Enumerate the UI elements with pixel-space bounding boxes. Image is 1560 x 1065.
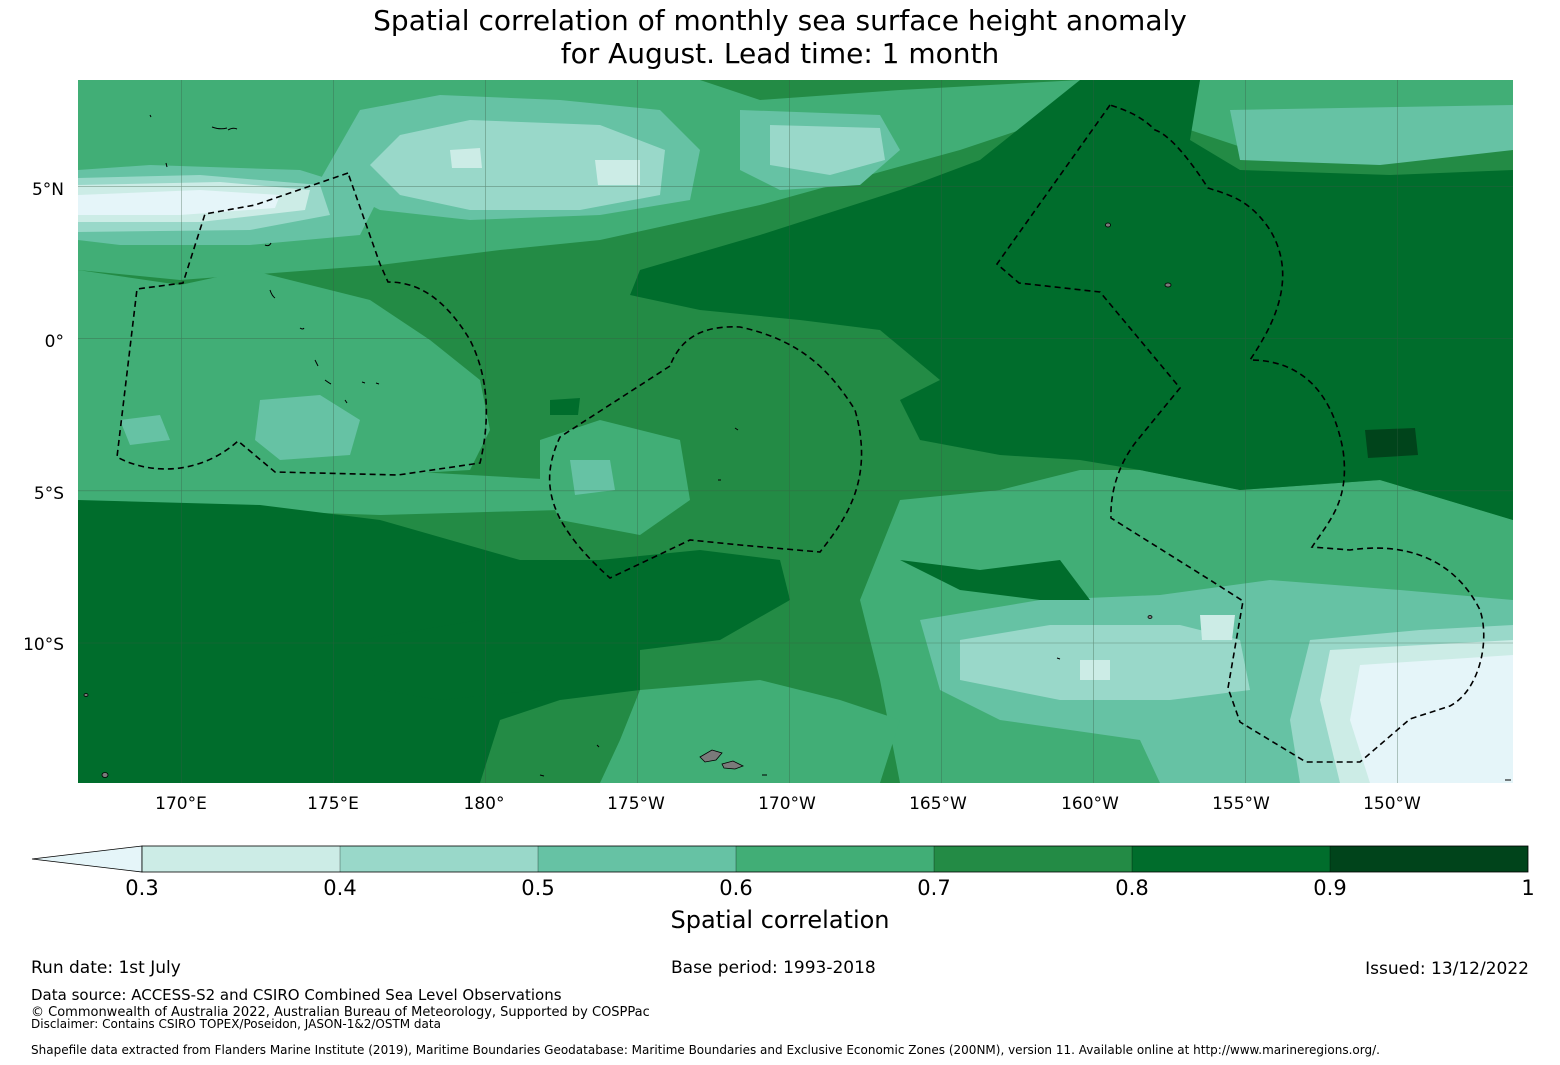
colorbar-segment	[736, 846, 934, 872]
eez-tokelau-samoa	[548, 326, 863, 579]
lat-label-5s: 5°S	[33, 484, 64, 504]
disclaimer: Disclaimer: Contains CSIRO TOPEX/Poseido…	[31, 1017, 441, 1031]
correlation-field	[78, 80, 1513, 783]
lon-label-160w: 160°W	[1061, 794, 1119, 814]
eez-kiribati-line	[995, 104, 1485, 763]
colorbar	[31, 845, 1529, 873]
colorbar-extend-min	[31, 845, 143, 873]
base-period: Base period: 1993-2018	[671, 958, 876, 978]
field-0.9-1.0	[1365, 428, 1418, 458]
samoa-island	[721, 760, 744, 770]
map-title-line-2: for August. Lead time: 1 month	[560, 37, 1000, 70]
lon-label-175e: 175°E	[307, 794, 359, 814]
colorbar-tick-0.6: 0.6	[719, 876, 753, 900]
atolls	[149, 114, 1511, 781]
samoa-island	[699, 749, 723, 763]
graticule	[78, 80, 1513, 783]
colorbar-segment	[538, 846, 736, 872]
field-0.8-0.9	[78, 80, 1513, 783]
lat-label-0: 0°	[44, 332, 64, 352]
colorbar-tick-0.8: 0.8	[1115, 876, 1149, 900]
island	[83, 693, 89, 697]
lon-label-165w: 165°W	[909, 794, 967, 814]
eez-kiribati-gilbert	[116, 171, 488, 476]
colorbar-segment	[934, 846, 1132, 872]
lon-label-155w: 155°W	[1212, 794, 1270, 814]
lon-label-175w: 175°W	[607, 794, 665, 814]
colorbar-tick-0.3: 0.3	[125, 876, 159, 900]
shapefile-credit: Shapefile data extracted from Flanders M…	[31, 1043, 1380, 1057]
colorbar-segment	[1330, 846, 1528, 872]
islands	[83, 222, 1172, 778]
colorbar-tick-0.5: 0.5	[521, 876, 555, 900]
colorbar-tick-0.7: 0.7	[917, 876, 951, 900]
issued-date: Issued: 13/12/2022	[1365, 959, 1529, 979]
copyright-notice: © Commonwealth of Australia 2022, Austra…	[31, 1005, 650, 1020]
island	[1164, 282, 1172, 288]
run-date: Run date: 1st July	[31, 958, 181, 978]
field-below-0.3	[78, 190, 1513, 783]
eez-boundaries	[116, 104, 1485, 763]
colorbar-segment	[1132, 846, 1330, 872]
island	[1105, 222, 1111, 228]
lat-label-5n: 5°N	[31, 180, 64, 200]
island	[101, 772, 109, 778]
colorbar-outline	[141, 845, 1529, 873]
colorbar-tick-0.9: 0.9	[1313, 876, 1347, 900]
lon-label-170e: 170°E	[155, 794, 207, 814]
lon-label-150w: 150°W	[1363, 794, 1421, 814]
island	[1147, 615, 1153, 619]
lat-label-10s: 10°S	[23, 635, 64, 655]
colorbar-tick-0.4: 0.4	[323, 876, 357, 900]
map-title-line-1: Spatial correlation of monthly sea surfa…	[373, 4, 1187, 37]
colorbar-segment	[142, 846, 340, 872]
correlation-map	[31, 80, 1529, 873]
lon-label-180: 180°	[463, 794, 505, 814]
data-source: Data source: ACCESS-S2 and CSIRO Combine…	[31, 986, 562, 1004]
colorbar-segment	[340, 846, 538, 872]
colorbar-tick-1: 1	[1521, 876, 1535, 900]
lon-label-170w: 170°W	[758, 794, 816, 814]
colorbar-title: Spatial correlation	[670, 906, 890, 934]
